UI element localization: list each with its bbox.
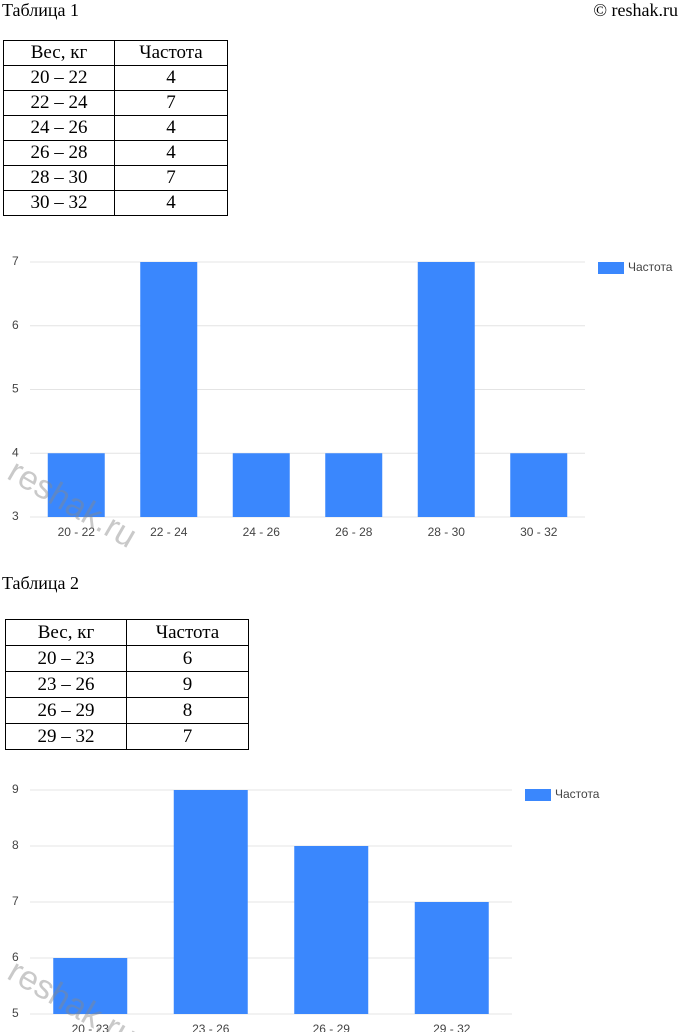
table-row: Вес, кг Частота [5, 619, 249, 646]
y-tick-label: 8 [12, 838, 19, 852]
legend-swatch [598, 262, 624, 274]
x-tick-label: 28 - 30 [428, 525, 466, 539]
x-tick-label: 22 - 24 [150, 525, 188, 539]
table-row: 28 – 30 7 [3, 165, 228, 191]
table-title: Таблица 2 [2, 573, 79, 593]
copyright: © reshak.ru [593, 0, 678, 20]
bar [417, 262, 475, 517]
table-cell: Вес, кг [5, 619, 127, 646]
x-tick-label: 24 - 26 [243, 525, 281, 539]
bar [414, 902, 489, 1014]
table-cell: 4 [114, 65, 228, 91]
table-cell: 23 – 26 [5, 671, 127, 698]
table-cell: 28 – 30 [3, 165, 115, 191]
bar [47, 453, 105, 517]
y-tick-label: 9 [12, 782, 19, 796]
bar [325, 453, 383, 517]
table-cell: 4 [114, 140, 228, 166]
table: Вес, кг Частота 20 – 22 4 22 – 24 7 24 – 26 4 26… [3, 40, 228, 216]
table-row: 30 – 32 4 [3, 190, 228, 216]
y-tick-label: 7 [12, 894, 19, 908]
table-cell: 24 – 26 [3, 115, 115, 141]
x-tick-label: 26 - 28 [335, 525, 373, 539]
table-cell: 30 – 32 [3, 190, 115, 216]
table-cell: 20 – 23 [5, 645, 127, 672]
bar [173, 790, 248, 1014]
table-cell: 4 [114, 190, 228, 216]
table-cell: 7 [114, 165, 228, 191]
table-row: 26 – 28 4 [3, 140, 228, 166]
table-cell: 20 – 22 [3, 65, 115, 91]
table: Вес, кг Частота 20 – 23 6 23 – 26 9 26 – 29 8 29… [5, 619, 249, 750]
x-tick-label: 29 - 32 [433, 1022, 471, 1032]
table-cell: 6 [126, 645, 249, 672]
table-row: 20 – 23 6 [5, 645, 249, 672]
y-tick-label: 5 [12, 1006, 19, 1020]
bar [232, 453, 290, 517]
x-tick-label: 20 - 22 [58, 525, 96, 539]
legend-label: Частота [555, 787, 600, 801]
legend-swatch [525, 789, 551, 801]
table-cell: Частота [126, 619, 249, 646]
bar [53, 958, 128, 1014]
table-cell: 7 [114, 90, 228, 116]
y-tick-label: 6 [12, 950, 19, 964]
table-title: Таблица 1 [2, 0, 79, 20]
table-cell: Частота [114, 40, 228, 66]
table-cell: 26 – 29 [5, 697, 127, 724]
table-row: 29 – 32 7 [5, 723, 249, 750]
y-tick-label: 5 [12, 382, 19, 396]
table-cell: 26 – 28 [3, 140, 115, 166]
y-tick-label: 6 [12, 318, 19, 332]
chart: 5 6 7 8 9 20 - 23 23 - 26 26 - 29 29 - 32 Частота… [2, 782, 600, 1032]
y-tick-label: 4 [12, 445, 19, 459]
y-tick-label: 3 [12, 509, 19, 523]
legend-label: Частота [628, 260, 673, 274]
chart: 3 4 5 6 7 20 - 22 22 - 24 24 - 26 26 - 28 28 - 30… [2, 254, 673, 555]
x-tick-label: 23 - 26 [192, 1022, 230, 1032]
x-tick-label: 20 - 23 [72, 1022, 110, 1032]
y-tick-label: 7 [12, 254, 19, 268]
x-tick-label: 26 - 29 [313, 1022, 351, 1032]
bar [510, 453, 568, 517]
table-row: Вес, кг Частота [3, 40, 228, 66]
table-row: 22 – 24 7 [3, 90, 228, 116]
table-row: 24 – 26 4 [3, 115, 228, 141]
x-tick-label: 30 - 32 [520, 525, 558, 539]
table-cell: 22 – 24 [3, 90, 115, 116]
table-cell: 29 – 32 [5, 723, 127, 750]
table-cell: 9 [126, 671, 249, 698]
table-cell: 8 [126, 697, 249, 724]
table-row: 20 – 22 4 [3, 65, 228, 91]
table-row: 23 – 26 9 [5, 671, 249, 698]
table-cell: 4 [114, 115, 228, 141]
table-cell: 7 [126, 723, 249, 750]
table-cell: Вес, кг [3, 40, 115, 66]
bar [294, 846, 369, 1014]
bar [140, 262, 198, 517]
table-row: 26 – 29 8 [5, 697, 249, 724]
